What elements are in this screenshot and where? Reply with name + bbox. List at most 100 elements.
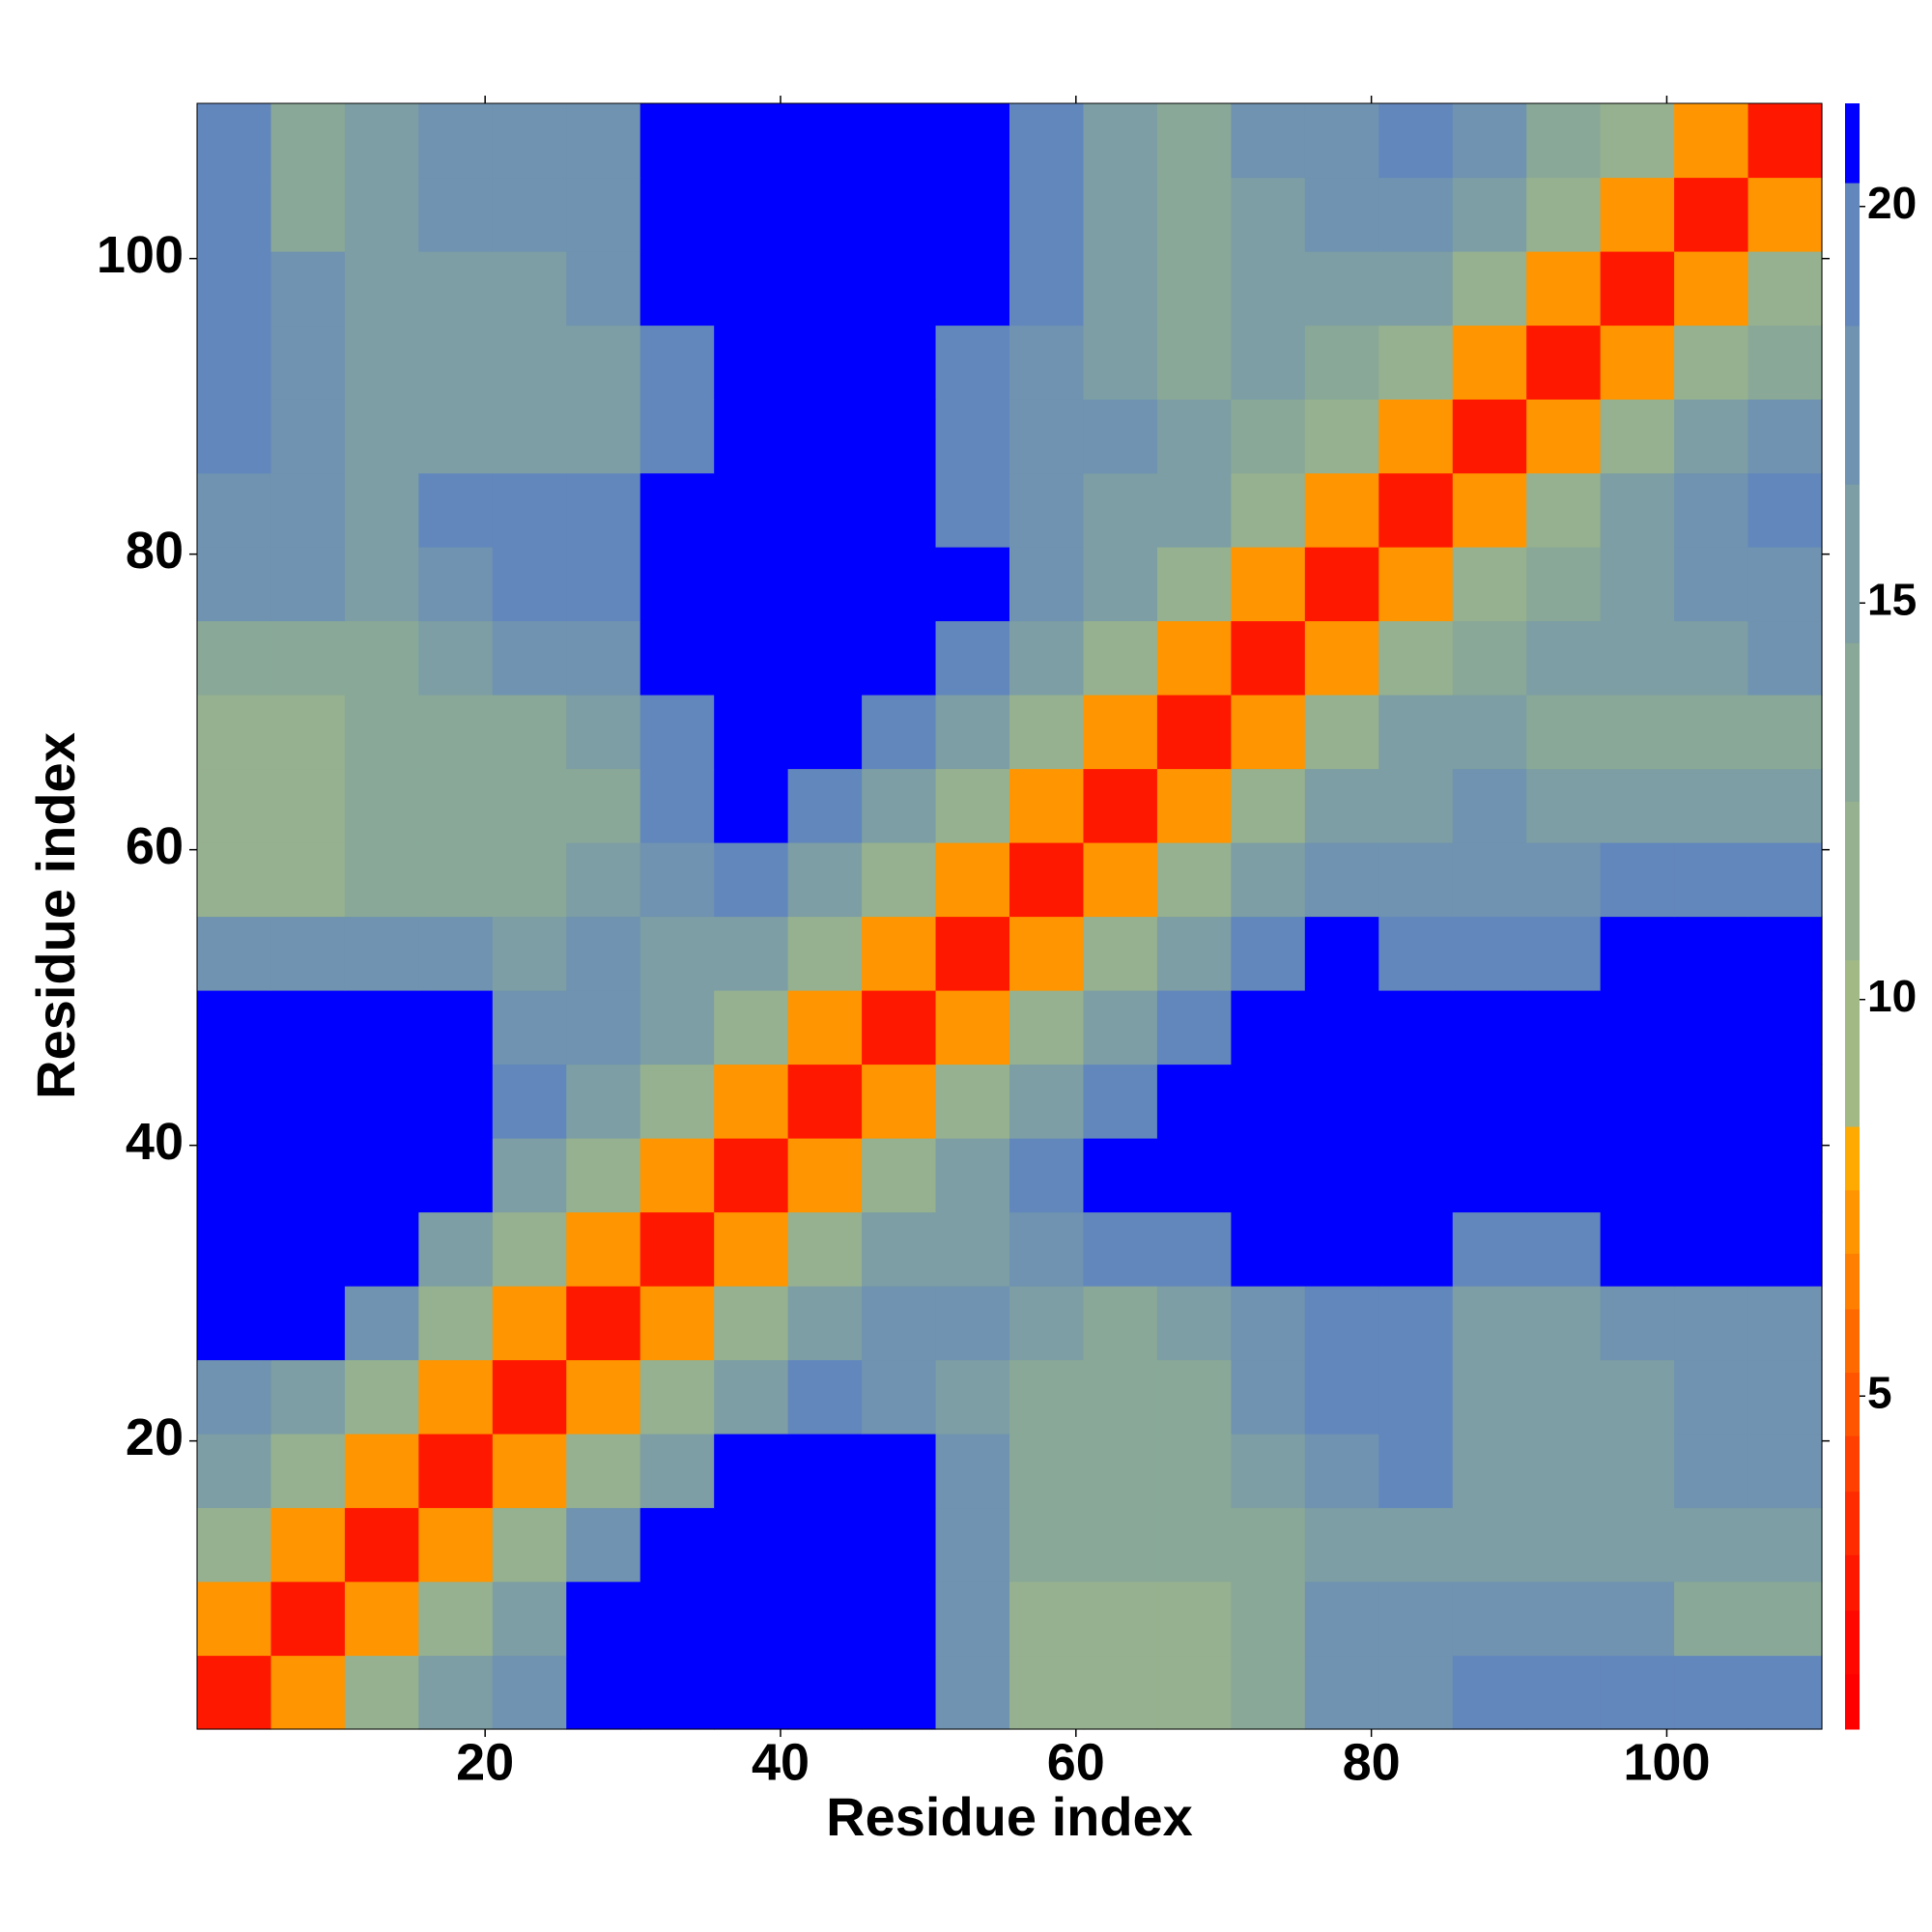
heatmap-cell (862, 103, 937, 179)
heatmap-cell (862, 1359, 937, 1435)
heatmap-cell (1747, 251, 1823, 327)
heatmap-cell (1304, 842, 1379, 918)
heatmap-cell (418, 177, 494, 252)
heatmap-cell (862, 1064, 937, 1139)
heatmap-cell (1526, 547, 1602, 622)
heatmap-cell (787, 620, 863, 696)
heatmap-cell (344, 1434, 419, 1509)
heatmap-cell (1600, 1581, 1675, 1657)
heatmap-cell (1231, 1581, 1306, 1657)
heatmap-cell (1009, 325, 1085, 400)
heatmap-cell (566, 1286, 641, 1361)
heatmap-cell (344, 768, 419, 843)
heatmap-cell (1231, 695, 1306, 770)
heatmap-cell (1156, 990, 1232, 1065)
heatmap-cell (1083, 1359, 1158, 1435)
heatmap-cell (270, 399, 346, 474)
heatmap-cell (1083, 916, 1158, 991)
heatmap-cell (1452, 1286, 1527, 1361)
heatmap-cell (1083, 472, 1158, 548)
heatmap-cell (418, 768, 494, 843)
heatmap-cell (1452, 547, 1527, 622)
heatmap-cell (1526, 620, 1602, 696)
heatmap-cell (1452, 1138, 1527, 1213)
heatmap-cell (639, 1359, 715, 1435)
heatmap-cell (1378, 1211, 1454, 1287)
heatmap-cell (1156, 842, 1232, 918)
heatmap-cell (270, 103, 346, 179)
heatmap-cell (418, 990, 494, 1065)
heatmap-cell (566, 842, 641, 918)
heatmap-cell (639, 547, 715, 622)
colorbar-segment (1845, 1372, 1860, 1436)
heatmap-cell (1747, 990, 1823, 1065)
heatmap-cell (270, 177, 346, 252)
heatmap-cell (1156, 1434, 1232, 1509)
heatmap-cell (1526, 1507, 1602, 1582)
heatmap-cell (1747, 547, 1823, 622)
heatmap-cell (270, 695, 346, 770)
heatmap-cell (1526, 1138, 1602, 1213)
heatmap-cell (714, 1581, 789, 1657)
heatmap-cell (197, 1138, 272, 1213)
heatmap-cell (1083, 695, 1158, 770)
heatmap-cell (935, 1211, 1010, 1287)
heatmap-cell (1156, 1064, 1232, 1139)
heatmap-cell (1156, 916, 1232, 991)
colorbar-segment (1845, 1435, 1860, 1492)
y-tick-label: 80 (126, 522, 184, 580)
heatmap-cell (1747, 1286, 1823, 1361)
heatmap-cell (270, 842, 346, 918)
heatmap-cell (492, 1507, 567, 1582)
heatmap-cell (862, 1434, 937, 1509)
heatmap-cell (1231, 325, 1306, 400)
heatmap-cell (344, 399, 419, 474)
heatmap-cell (862, 916, 937, 991)
heatmap-cell (197, 768, 272, 843)
heatmap-cell (1600, 177, 1675, 252)
heatmap-cell (1083, 1655, 1158, 1730)
heatmap-cell (1156, 325, 1232, 400)
heatmap-cell (418, 1359, 494, 1435)
heatmap-cell (1526, 325, 1602, 400)
heatmap-cell (1747, 325, 1823, 400)
colorbar-segment (1845, 1491, 1860, 1555)
heatmap-cell (1231, 916, 1306, 991)
heatmap-cell (1083, 103, 1158, 179)
heatmap-cell (566, 1359, 641, 1435)
heatmap-cell (787, 1359, 863, 1435)
heatmap-cell (1674, 1507, 1749, 1582)
heatmap-cell (639, 103, 715, 179)
heatmap-cell (197, 1655, 272, 1730)
heatmap-cell (197, 103, 272, 179)
heatmap-cell (1156, 768, 1232, 843)
heatmap-cell (639, 916, 715, 991)
heatmap-cell (1231, 1359, 1306, 1435)
heatmap-cell (1083, 768, 1158, 843)
x-tick-label: 60 (1047, 1733, 1105, 1791)
heatmap-cell (787, 1434, 863, 1509)
heatmap-cell (1600, 547, 1675, 622)
heatmap-cell (566, 1581, 641, 1657)
heatmap-cell (862, 1581, 937, 1657)
heatmap-cell (270, 1211, 346, 1287)
heatmap-cell (1674, 620, 1749, 696)
heatmap-cell (1304, 990, 1379, 1065)
heatmap-cell (639, 1507, 715, 1582)
heatmap-cell (197, 399, 272, 474)
heatmap-cell (270, 251, 346, 327)
heatmap-cell (270, 325, 346, 400)
heatmap-cell (1674, 472, 1749, 548)
heatmap-cell (492, 177, 567, 252)
heatmap-cell (1452, 472, 1527, 548)
heatmap-cell (197, 472, 272, 548)
y-tick-label: 40 (126, 1113, 184, 1171)
heatmap-cell (787, 1138, 863, 1213)
heatmap-cell (1304, 1286, 1379, 1361)
heatmap-cell (197, 842, 272, 918)
heatmap-cell (1009, 695, 1085, 770)
heatmap-cell (1600, 251, 1675, 327)
heatmap-cell (197, 1211, 272, 1287)
heatmap-cell (935, 325, 1010, 400)
heatmap-cell (714, 990, 789, 1065)
